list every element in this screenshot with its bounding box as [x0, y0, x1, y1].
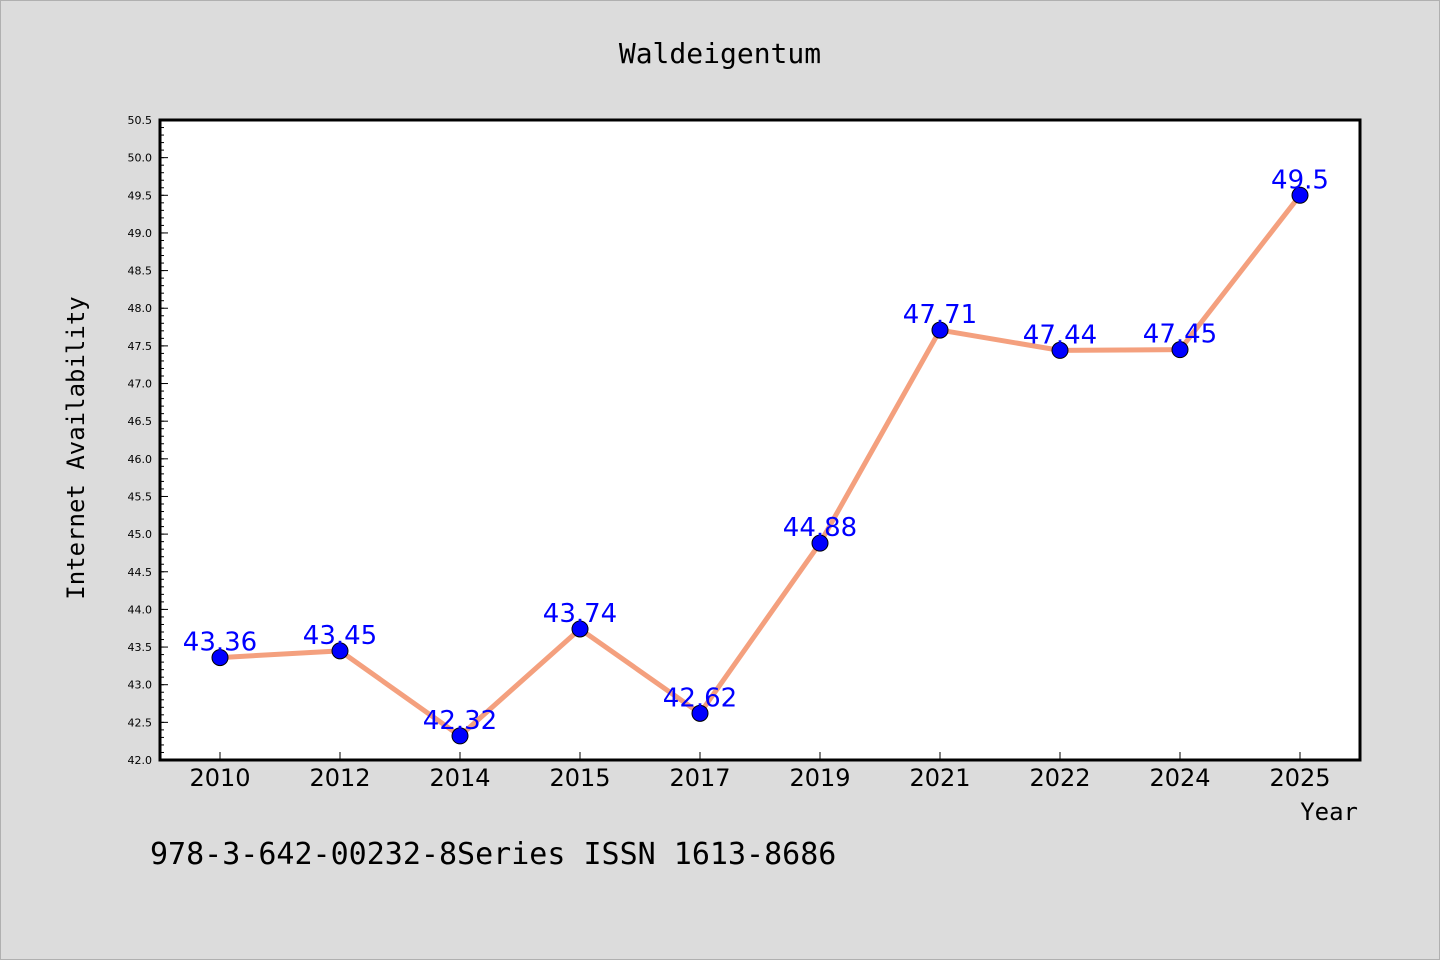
data-label: 42.32 [423, 706, 497, 736]
y-tick-label: 47.0 [128, 378, 153, 391]
y-tick-label: 45.0 [128, 528, 153, 541]
data-markers [211, 186, 1309, 745]
x-tick-label: 2025 [1269, 764, 1330, 792]
data-point [1171, 341, 1189, 359]
data-label: 44.88 [783, 513, 857, 543]
y-tick-label: 42.0 [128, 754, 153, 767]
y-tick-label: 46.0 [128, 453, 153, 466]
data-label: 42.62 [663, 683, 737, 713]
data-point [811, 534, 829, 552]
y-tick-label: 45.5 [128, 490, 153, 503]
x-tick-label: 2010 [189, 764, 250, 792]
x-tick-label: 2017 [669, 764, 730, 792]
y-axis-label: Internet Availability [62, 296, 90, 599]
y-tick-label: 46.5 [128, 415, 153, 428]
data-label: 47.44 [1023, 320, 1097, 350]
data-label: 49.5 [1271, 165, 1329, 195]
y-tick-label: 49.5 [128, 189, 153, 202]
data-label: 43.45 [303, 621, 377, 651]
y-tick-label: 50.0 [128, 152, 153, 165]
x-tick-label: 2022 [1029, 764, 1090, 792]
series-line [219, 193, 1302, 739]
data-point [1291, 186, 1309, 204]
y-tick-label: 50.5 [128, 114, 153, 127]
x-axis-label: Year [1300, 798, 1358, 826]
data-point [931, 321, 949, 339]
y-tick-label: 43.5 [128, 641, 153, 654]
data-point [451, 727, 469, 745]
data-point [691, 704, 709, 722]
y-tick-label: 42.5 [128, 716, 153, 729]
data-point [331, 642, 349, 660]
data-label: 43.74 [543, 599, 617, 629]
data-label: 43.36 [183, 628, 257, 658]
footer-isbn-issn: 978-3-642-00232-8Series ISSN 1613-8686 [150, 837, 836, 872]
y-tick-label: 48.5 [128, 265, 153, 278]
y-tick-label: 44.5 [128, 566, 153, 579]
data-point [211, 649, 229, 667]
data-label: 47.45 [1143, 320, 1217, 350]
y-tick-label: 43.0 [128, 679, 153, 692]
y-axis: 42.0 42.5 43.0 43.5 44.0 44.5 45.0 45.5 46.0 46.5… [128, 114, 168, 767]
y-tick-label: 44.0 [128, 603, 153, 616]
x-tick-label: 2015 [549, 764, 610, 792]
x-tick-label: 2024 [1149, 764, 1210, 792]
chart-title: Waldeigentum [619, 37, 821, 70]
y-tick-label: 48.0 [128, 302, 153, 315]
x-tick-label: 2019 [789, 764, 850, 792]
y-tick-label: 49.0 [128, 227, 153, 240]
x-tick-label: 2021 [909, 764, 970, 792]
plot-area [158, 118, 1362, 762]
x-tick-label: 2012 [309, 764, 370, 792]
x-tick-label: 2014 [429, 764, 490, 792]
data-point [571, 620, 589, 638]
data-point [1051, 341, 1069, 359]
x-axis: 2010 2012 2014 2015 2017 2019 2021 2022 2024 2025 [189, 752, 1331, 792]
data-labels: 43.36 43.45 42.32 43.74 42.62 44.88 47.71 47.44… [183, 165, 1329, 736]
data-label: 47.71 [903, 300, 977, 330]
y-tick-label: 47.5 [128, 340, 153, 353]
